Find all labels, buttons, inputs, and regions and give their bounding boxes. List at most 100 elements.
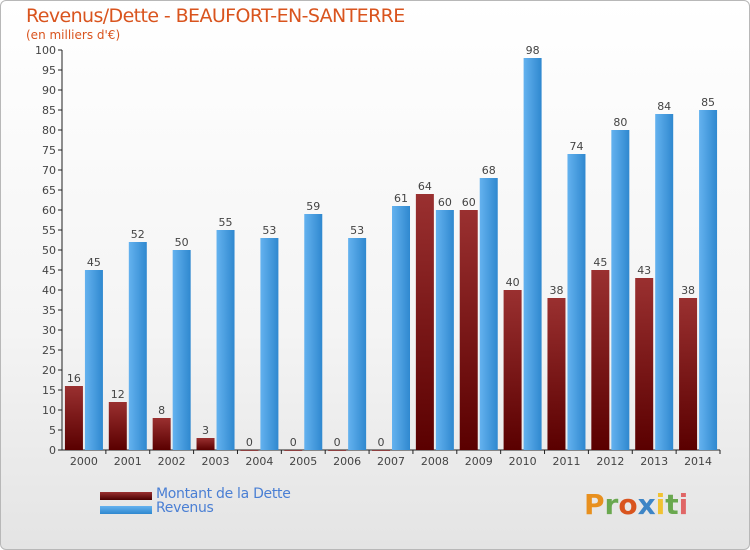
y-tick-label: 45	[42, 264, 56, 277]
bar-revenue-2002	[172, 250, 191, 450]
bar-revenue-2007	[392, 206, 410, 450]
label-debt-2007: 0	[378, 436, 385, 449]
bar-debt-2002	[152, 418, 171, 450]
x-tick-label: 2000	[70, 455, 98, 468]
label-revenue-2006: 53	[350, 224, 364, 237]
x-tick-label: 2009	[465, 455, 493, 468]
label-revenue-2009: 68	[482, 164, 496, 177]
bar-revenue-2000	[84, 270, 103, 450]
y-tick-label: 100	[35, 44, 56, 57]
label-debt-2003: 3	[202, 424, 209, 437]
y-tick-label: 20	[42, 364, 56, 377]
label-debt-2010: 40	[506, 276, 520, 289]
bar-debt-2011	[547, 298, 566, 450]
bar-debt-2010	[503, 290, 522, 450]
label-revenue-2005: 59	[306, 200, 320, 213]
x-tick-label: 2001	[114, 455, 142, 468]
legend-swatch-revenue	[100, 506, 152, 514]
label-revenue-2012: 80	[613, 116, 627, 129]
bar-revenue-2003	[216, 230, 235, 450]
label-debt-2013: 43	[637, 264, 651, 277]
bar-revenue-2010	[523, 58, 542, 450]
bar-revenue-2005	[304, 214, 323, 450]
logo-letter: x	[637, 488, 656, 521]
x-tick-label: 2007	[377, 455, 405, 468]
label-debt-2002: 8	[158, 404, 165, 417]
label-debt-2014: 38	[681, 284, 695, 297]
bar-revenue-2013	[655, 114, 674, 450]
x-tick-label: 2003	[202, 455, 230, 468]
bar-debt-2001	[108, 402, 127, 450]
y-tick-label: 15	[42, 384, 56, 397]
logo-letter: o	[618, 488, 638, 521]
bar-debt-2013	[635, 278, 654, 450]
bar-debt-2009	[459, 210, 478, 450]
y-tick-label: 95	[42, 64, 56, 77]
bar-debt-2006	[328, 450, 347, 451]
y-tick-label: 10	[42, 404, 56, 417]
label-debt-2004: 0	[246, 436, 253, 449]
bar-debt-2005	[284, 450, 303, 451]
logo-letter: t	[665, 488, 679, 521]
bar-revenue-2011	[567, 154, 586, 450]
bar-revenue-2008	[435, 210, 454, 450]
bar-debt-2000	[64, 386, 83, 450]
y-tick-label: 75	[42, 144, 56, 157]
bar-debt-2008	[415, 194, 434, 450]
bar-debt-2004	[240, 450, 259, 451]
y-tick-label: 25	[42, 344, 56, 357]
label-debt-2000: 16	[67, 372, 81, 385]
label-debt-2006: 0	[334, 436, 341, 449]
y-tick-label: 35	[42, 304, 56, 317]
legend-label-revenue: Revenus	[156, 500, 214, 516]
logo-letter: i	[678, 488, 689, 521]
logo-letter: P	[584, 488, 605, 521]
y-tick-label: 30	[42, 324, 56, 337]
bar-debt-2007	[372, 450, 390, 451]
y-tick-label: 65	[42, 184, 56, 197]
x-tick-label: 2008	[421, 455, 449, 468]
label-revenue-2014: 85	[701, 96, 715, 109]
axes: 0510152025303540455055606570758085909510…	[35, 44, 721, 468]
label-revenue-2007: 61	[394, 192, 408, 205]
value-labels: 16 45 12 52 8 50 3 55 0 53 0 59 0 53 0 61 64 60 60 68 40 98 38…	[67, 44, 715, 449]
logo-letter: i	[655, 488, 666, 521]
y-tick-label: 0	[49, 444, 56, 457]
x-tick-label: 2013	[640, 455, 668, 468]
bar-debt-2014	[679, 298, 698, 450]
bar-revenue-2006	[348, 238, 367, 450]
x-tick-label: 2011	[552, 455, 580, 468]
y-tick-label: 80	[42, 124, 56, 137]
logo-letter: r	[604, 488, 619, 521]
bar-revenue-2012	[611, 130, 630, 450]
y-tick-label: 40	[42, 284, 56, 297]
label-revenue-2011: 74	[569, 140, 583, 153]
label-debt-2011: 38	[549, 284, 563, 297]
label-revenue-2000: 45	[87, 256, 101, 269]
legend-swatch-debt	[100, 492, 152, 500]
label-debt-2005: 0	[290, 436, 297, 449]
label-revenue-2010: 98	[526, 44, 540, 57]
bar-debt-2012	[591, 270, 610, 450]
label-revenue-2003: 55	[219, 216, 233, 229]
label-debt-2008: 64	[418, 180, 432, 193]
legend-label-debt: Montant de la Dette	[156, 486, 291, 502]
x-tick-label: 2014	[684, 455, 712, 468]
label-debt-2009: 60	[462, 196, 476, 209]
label-revenue-2001: 52	[131, 228, 145, 241]
y-tick-label: 50	[42, 244, 56, 257]
label-revenue-2008: 60	[438, 196, 452, 209]
bar-revenue-2009	[479, 178, 498, 450]
proxiti-logo: Proxiti	[584, 488, 688, 521]
x-tick-label: 2010	[509, 455, 537, 468]
x-tick-label: 2012	[596, 455, 624, 468]
label-revenue-2013: 84	[657, 100, 671, 113]
x-tick-label: 2004	[245, 455, 273, 468]
bars	[64, 58, 718, 451]
label-debt-2001: 12	[111, 388, 125, 401]
y-tick-label: 90	[42, 84, 56, 97]
chart-subtitle: (en milliers d'€)	[26, 28, 121, 42]
label-revenue-2004: 53	[262, 224, 276, 237]
y-tick-label: 5	[49, 424, 56, 437]
